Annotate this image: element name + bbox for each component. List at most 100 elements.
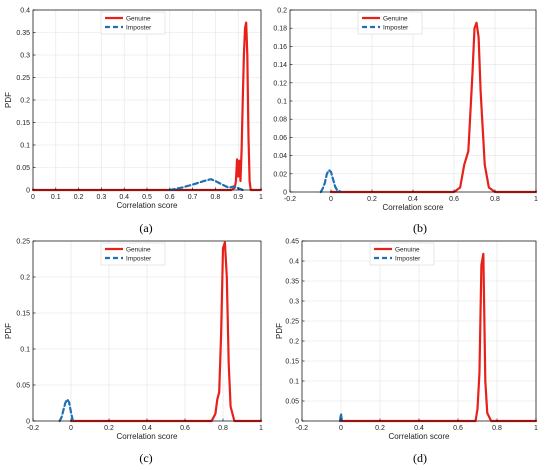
y-tick-label: 0.25 — [16, 75, 30, 82]
x-tick-label: 0.1 — [51, 194, 61, 201]
x-tick-label: 0.8 — [211, 194, 221, 201]
chart-a: 0 0.1 0.2 0.3 0.4 0.5 0.6 0.7 0.8 0.9 1 0 0.05 0.1 0.1… — [4, 8, 263, 211]
x-tick-label: -0.2 — [284, 196, 296, 203]
series-genuine-line — [339, 252, 538, 423]
caption-d: (d) — [413, 451, 427, 465]
y-tick-label: 0.06 — [273, 135, 287, 142]
y-tick-label: 0.15 — [16, 120, 30, 127]
legend-label-genuine: Genuine — [126, 246, 151, 253]
y-tick-label: 0.2 — [20, 98, 30, 105]
legend-label-genuine: Genuine — [395, 246, 420, 253]
legend-label-genuine: Genuine — [126, 15, 151, 22]
series-genuine-line — [69, 241, 263, 423]
series-imposter-line — [338, 412, 344, 423]
x-tick-label: 0.8 — [490, 196, 500, 203]
x-tick-label: 0 — [31, 194, 35, 201]
y-axis-label: PDF — [4, 92, 13, 108]
series-genuine-line — [329, 21, 538, 194]
caption-a: (a) — [139, 221, 152, 235]
x-axis-label: Correlation score — [383, 203, 444, 212]
x-tick-label: 0.8 — [492, 425, 502, 432]
legend-label-imposter: Imposter — [395, 255, 421, 262]
x-tick-label: 0.4 — [414, 425, 424, 432]
x-tick-label: 0.6 — [453, 425, 463, 432]
x-tick-label: 1 — [259, 194, 263, 201]
y-tick-label: 0.04 — [273, 153, 287, 160]
series-imposter-line — [58, 398, 75, 423]
y-tick-label: 0.05 — [16, 165, 30, 172]
chart-d: -0.2 0 0.2 0.4 0.6 0.8 100.050.10.150.20.250.3… — [275, 239, 538, 442]
x-tick-label: 0 — [339, 425, 343, 432]
y-tick-label: 0.1 — [20, 143, 30, 150]
x-tick-label: 0.4 — [142, 425, 152, 432]
x-axis-label: Correlation score — [389, 432, 450, 441]
y-tick-label: 0.4 — [20, 8, 30, 15]
legend-label-genuine: Genuine — [383, 15, 408, 22]
y-tick-label: 0.12 — [273, 80, 287, 87]
y-tick-label: 0.35 — [285, 279, 299, 286]
y-axis-label: PDF — [275, 323, 284, 339]
y-tick-label: 0 — [26, 188, 30, 195]
chart-c: -0.2 0 0.2 0.4 0.6 0.8 100.050.10.150.20.25Cor… — [4, 239, 263, 442]
y-tick-label: 0.16 — [273, 44, 287, 51]
x-tick-label: 0.8 — [218, 425, 228, 432]
series-imposter-line — [319, 169, 343, 194]
x-tick-label: 0.6 — [180, 425, 190, 432]
y-axis-label: PDF — [4, 323, 13, 339]
y-tick-label: 0.25 — [285, 319, 299, 326]
x-tick-label: 0.6 — [165, 194, 175, 201]
y-tick-label: 0 — [283, 190, 287, 197]
chart-b: -0.2 0 0.2 0.4 0.6 0.8 100.020.040.060.080.10.… — [273, 8, 538, 213]
y-tick-label: 0.14 — [273, 62, 287, 69]
x-axis-label: Correlation score — [117, 201, 178, 210]
x-tick-label: 1 — [259, 425, 263, 432]
y-tick-label: 0 — [295, 419, 299, 426]
x-axis-label: Correlation score — [117, 432, 178, 441]
x-tick-label: 0.6 — [449, 196, 459, 203]
y-tick-label: 0.15 — [285, 359, 299, 366]
x-tick-label: 0.3 — [97, 194, 107, 201]
y-tick-label: 0.1 — [289, 379, 299, 386]
legend-label-imposter: Imposter — [126, 255, 152, 262]
x-tick-label: 0.5 — [142, 194, 152, 201]
y-tick-label: 0.3 — [20, 53, 30, 60]
x-tick-label: -0.2 — [27, 425, 39, 432]
y-tick-label: 0.4 — [289, 259, 299, 266]
x-tick-label: 1 — [534, 196, 538, 203]
x-tick-label: 1 — [534, 425, 538, 432]
x-tick-label: 0.2 — [104, 425, 114, 432]
y-tick-label: 0.2 — [277, 8, 287, 15]
y-tick-label: 0.2 — [289, 339, 299, 346]
y-tick-label: 0.3 — [289, 299, 299, 306]
y-tick-label: 0.18 — [273, 26, 287, 33]
caption-c: (c) — [139, 451, 152, 465]
x-tick-label: 0.2 — [367, 196, 377, 203]
x-tick-label: 0.4 — [408, 196, 418, 203]
x-tick-label: 0.4 — [119, 194, 129, 201]
legend-label-imposter: Imposter — [383, 24, 409, 31]
y-tick-label: 0.05 — [16, 383, 30, 390]
x-tick-label: 0.2 — [375, 425, 385, 432]
y-tick-label: 0.45 — [285, 239, 299, 246]
x-tick-label: 0 — [329, 196, 333, 203]
y-tick-label: 0 — [26, 419, 30, 426]
x-tick-label: 0.2 — [74, 194, 84, 201]
legend-label-imposter: Imposter — [126, 24, 152, 31]
x-tick-label: 0 — [69, 425, 73, 432]
y-tick-label: 0.1 — [20, 347, 30, 354]
x-tick-label: -0.2 — [296, 425, 308, 432]
y-tick-label: 0.02 — [273, 171, 287, 178]
y-tick-label: 0.25 — [16, 239, 30, 246]
y-tick-label: 0.35 — [16, 30, 30, 37]
x-tick-label: 0.9 — [233, 194, 243, 201]
x-tick-label: 0.7 — [188, 194, 198, 201]
y-tick-label: 0.08 — [273, 117, 287, 124]
y-tick-label: 0.2 — [20, 275, 30, 282]
y-tick-label: 0.15 — [16, 311, 30, 318]
series-imposter-line — [168, 178, 244, 192]
y-tick-label: 0.1 — [277, 99, 287, 106]
series-genuine-line — [31, 21, 263, 192]
y-tick-label: 0.05 — [285, 399, 299, 406]
caption-b: (b) — [413, 221, 427, 235]
